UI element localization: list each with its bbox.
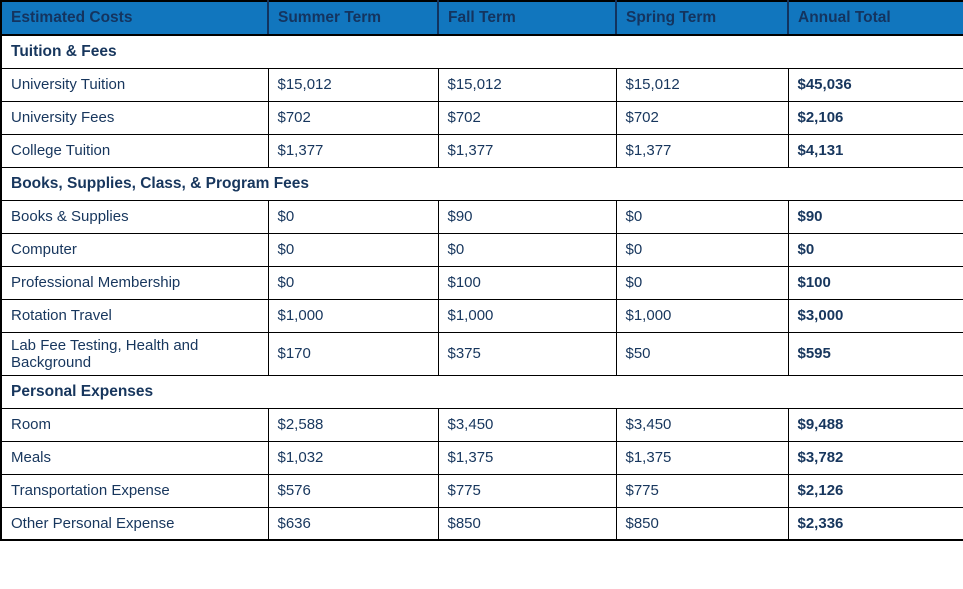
row-label: University Tuition [0, 67, 269, 102]
table-row-computer: Computer $0 $0 $0 $0 [0, 232, 963, 267]
cell-value: $850 [437, 506, 617, 541]
section-row-personal-expenses: Personal Expenses [0, 374, 963, 409]
cell-value: $0 [615, 199, 789, 234]
cell-annual-total: $100 [787, 265, 963, 300]
table-row-room: Room $2,588 $3,450 $3,450 $9,488 [0, 407, 963, 442]
row-label: Room [0, 407, 269, 442]
column-header-spring-term: Spring Term [615, 0, 789, 36]
row-label: Rotation Travel [0, 298, 269, 333]
column-header-estimated-costs: Estimated Costs [0, 0, 269, 36]
cell-value: $0 [267, 199, 439, 234]
cell-value: $0 [615, 232, 789, 267]
table-body: Tuition & Fees University Tuition $15,012 $… [0, 34, 963, 541]
cell-value: $50 [615, 331, 789, 376]
table-row-transportation-expense: Transportation Expense $576 $775 $775 $2,126 [0, 473, 963, 508]
cell-annual-total: $3,000 [787, 298, 963, 333]
table-row-books-supplies: Books & Supplies $0 $90 $0 $90 [0, 199, 963, 234]
row-label: Meals [0, 440, 269, 475]
section-title: Personal Expenses [0, 374, 963, 409]
row-label: College Tuition [0, 133, 269, 168]
cell-value: $3,450 [437, 407, 617, 442]
table-row-meals: Meals $1,032 $1,375 $1,375 $3,782 [0, 440, 963, 475]
cell-value: $90 [437, 199, 617, 234]
header-row: Estimated Costs Summer Term Fall Term Sprin… [0, 0, 963, 36]
cell-value: $702 [267, 100, 439, 135]
cell-value: $170 [267, 331, 439, 376]
cell-value: $15,012 [615, 67, 789, 102]
cell-value: $702 [437, 100, 617, 135]
cell-value: $1,000 [267, 298, 439, 333]
column-header-annual-total: Annual Total [787, 0, 963, 36]
cell-value: $0 [267, 265, 439, 300]
table-row-lab-fee-testing-health-and-background: Lab Fee Testing, Health and Background $1… [0, 331, 963, 376]
section-title: Books, Supplies, Class, & Program Fees [0, 166, 963, 201]
table-header: Estimated Costs Summer Term Fall Term Sprin… [0, 0, 963, 36]
section-title: Tuition & Fees [0, 34, 963, 69]
cell-value: $1,377 [615, 133, 789, 168]
estimated-costs-table: Estimated Costs Summer Term Fall Term Sprin… [0, 0, 963, 541]
cell-value: $1,377 [437, 133, 617, 168]
cell-annual-total: $3,782 [787, 440, 963, 475]
cell-value: $775 [437, 473, 617, 508]
cell-value: $2,588 [267, 407, 439, 442]
row-label: University Fees [0, 100, 269, 135]
cell-value: $850 [615, 506, 789, 541]
cell-value: $775 [615, 473, 789, 508]
cell-value: $636 [267, 506, 439, 541]
cell-value: $1,377 [267, 133, 439, 168]
row-label: Lab Fee Testing, Health and Background [0, 331, 269, 376]
estimated-costs-table-wrapper: Estimated Costs Summer Term Fall Term Sprin… [0, 0, 963, 541]
cell-value: $15,012 [437, 67, 617, 102]
row-label: Computer [0, 232, 269, 267]
cell-value: $576 [267, 473, 439, 508]
cell-annual-total: $2,106 [787, 100, 963, 135]
cell-annual-total: $595 [787, 331, 963, 376]
table-row-college-tuition: College Tuition $1,377 $1,377 $1,377 $4,131 [0, 133, 963, 168]
cell-value: $1,375 [615, 440, 789, 475]
table-row-professional-membership: Professional Membership $0 $100 $0 $100 [0, 265, 963, 300]
cell-value: $375 [437, 331, 617, 376]
row-label: Other Personal Expense [0, 506, 269, 541]
cell-value: $0 [437, 232, 617, 267]
cell-annual-total: $45,036 [787, 67, 963, 102]
cell-value: $0 [615, 265, 789, 300]
cell-value: $1,375 [437, 440, 617, 475]
cell-annual-total: $2,336 [787, 506, 963, 541]
row-label: Professional Membership [0, 265, 269, 300]
table-row-rotation-travel: Rotation Travel $1,000 $1,000 $1,000 $3,000 [0, 298, 963, 333]
column-header-fall-term: Fall Term [437, 0, 617, 36]
section-row-books-supplies-class-program-fees: Books, Supplies, Class, & Program Fees [0, 166, 963, 201]
table-row-other-personal-expense: Other Personal Expense $636 $850 $850 $2,336 [0, 506, 963, 541]
cell-value: $100 [437, 265, 617, 300]
cell-annual-total: $9,488 [787, 407, 963, 442]
section-row-tuition-fees: Tuition & Fees [0, 34, 963, 69]
cell-annual-total: $4,131 [787, 133, 963, 168]
cell-value: $3,450 [615, 407, 789, 442]
column-header-summer-term: Summer Term [267, 0, 439, 36]
cell-annual-total: $2,126 [787, 473, 963, 508]
table-row-university-tuition: University Tuition $15,012 $15,012 $15,012 $… [0, 67, 963, 102]
table-row-university-fees: University Fees $702 $702 $702 $2,106 [0, 100, 963, 135]
cell-value: $702 [615, 100, 789, 135]
cell-value: $1,000 [437, 298, 617, 333]
cell-value: $15,012 [267, 67, 439, 102]
row-label: Transportation Expense [0, 473, 269, 508]
cell-value: $0 [267, 232, 439, 267]
cell-value: $1,000 [615, 298, 789, 333]
row-label: Books & Supplies [0, 199, 269, 234]
cell-value: $1,032 [267, 440, 439, 475]
cell-annual-total: $0 [787, 232, 963, 267]
cell-annual-total: $90 [787, 199, 963, 234]
